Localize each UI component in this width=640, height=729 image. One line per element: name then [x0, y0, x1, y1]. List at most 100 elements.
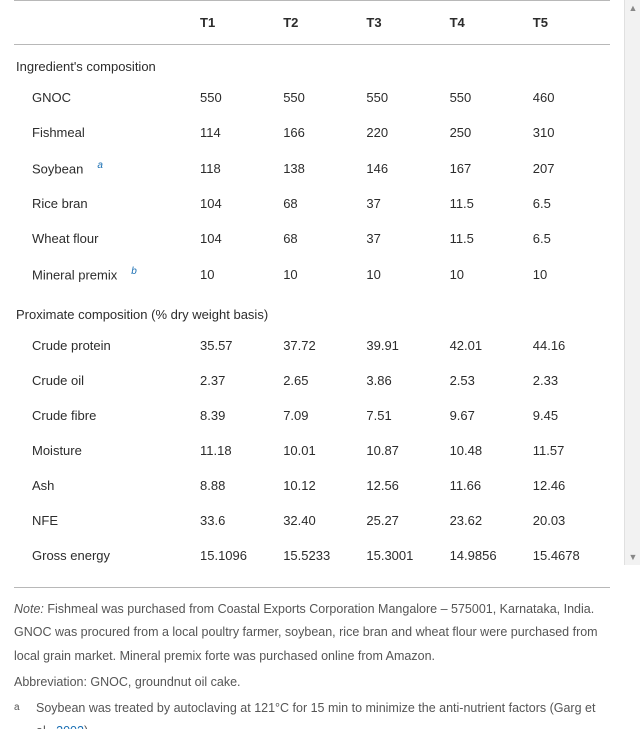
cell-value: 220: [360, 115, 443, 150]
cell-value: 6.5: [527, 221, 610, 256]
row-label: Soybean a: [14, 150, 194, 186]
table-row: Fishmeal114166220250310: [14, 115, 610, 150]
row-label-text: Fishmeal: [32, 125, 85, 140]
row-label-text: GNOC: [32, 90, 71, 105]
table-row: Wheat flour104683711.56.5: [14, 221, 610, 256]
cell-value: 44.16: [527, 328, 610, 363]
cell-value: 104: [194, 186, 277, 221]
row-label: Gross energy: [14, 538, 194, 573]
cell-value: 37: [360, 186, 443, 221]
cell-value: 550: [444, 80, 527, 115]
footnote-a-label: a: [14, 697, 36, 729]
table-row: Mineral premixb1010101010: [14, 256, 610, 292]
cell-value: 2.33: [527, 363, 610, 398]
row-label: Rice bran: [14, 186, 194, 221]
cell-value: 550: [194, 80, 277, 115]
table-row: GNOC550550550550460: [14, 80, 610, 115]
row-label-text: Crude fibre: [32, 408, 96, 423]
footnote-ref[interactable]: b: [131, 266, 137, 277]
row-label: Ash: [14, 468, 194, 503]
content-scroll: T1 T2 T3 T4 T5 Ingredient's compositionG…: [0, 0, 624, 729]
table-row: Crude oil2.372.653.862.532.33: [14, 363, 610, 398]
col-header-empty: [14, 1, 194, 45]
table-row: Crude fibre8.397.097.519.679.45: [14, 398, 610, 433]
cell-value: 146: [360, 150, 443, 186]
footnote-a-link[interactable]: 2002: [56, 724, 84, 729]
cell-value: 118: [194, 150, 277, 186]
col-header-t4: T4: [444, 1, 527, 45]
note-label: Note:: [14, 602, 44, 616]
cell-value: 550: [277, 80, 360, 115]
cell-value: 10: [360, 256, 443, 292]
vertical-scrollbar[interactable]: ▲ ▼: [624, 0, 640, 565]
row-label: Moisture: [14, 433, 194, 468]
cell-value: 310: [527, 115, 610, 150]
table-notes: Note: Fishmeal was purchased from Coasta…: [14, 587, 610, 729]
cell-value: 167: [444, 150, 527, 186]
cell-value: 114: [194, 115, 277, 150]
cell-value: 9.67: [444, 398, 527, 433]
cell-value: 35.57: [194, 328, 277, 363]
row-label: Crude fibre: [14, 398, 194, 433]
col-header-t5: T5: [527, 1, 610, 45]
abbreviation-line: Abbreviation: GNOC, groundnut oil cake.: [14, 671, 610, 695]
cell-value: 33.6: [194, 503, 277, 538]
table-body: Ingredient's compositionGNOC550550550550…: [14, 45, 610, 573]
row-label-text: Moisture: [32, 443, 82, 458]
cell-value: 166: [277, 115, 360, 150]
composition-table: T1 T2 T3 T4 T5 Ingredient's compositionG…: [14, 0, 610, 573]
cell-value: 11.66: [444, 468, 527, 503]
header-row: T1 T2 T3 T4 T5: [14, 1, 610, 45]
footnote-ref[interactable]: a: [97, 160, 103, 171]
cell-value: 10.01: [277, 433, 360, 468]
col-header-t1: T1: [194, 1, 277, 45]
row-label: Fishmeal: [14, 115, 194, 150]
row-label-text: Soybean: [32, 161, 83, 176]
cell-value: 15.3001: [360, 538, 443, 573]
scroll-down-button[interactable]: ▼: [625, 549, 640, 565]
cell-value: 7.09: [277, 398, 360, 433]
cell-value: 7.51: [360, 398, 443, 433]
cell-value: 37.72: [277, 328, 360, 363]
row-label: Mineral premix b: [14, 256, 194, 292]
footnote-a-text: Soybean was treated by autoclaving at 12…: [36, 697, 610, 729]
cell-value: 10: [194, 256, 277, 292]
row-label: Wheat flour: [14, 221, 194, 256]
note-paragraph: Note: Fishmeal was purchased from Coasta…: [14, 598, 610, 669]
cell-value: 12.56: [360, 468, 443, 503]
cell-value: 11.57: [527, 433, 610, 468]
row-label-text: NFE: [32, 513, 58, 528]
table-row: Crude protein35.5737.7239.9142.0144.16: [14, 328, 610, 363]
col-header-t2: T2: [277, 1, 360, 45]
row-label-text: Wheat flour: [32, 231, 98, 246]
row-label: Crude oil: [14, 363, 194, 398]
cell-value: 2.53: [444, 363, 527, 398]
cell-value: 12.46: [527, 468, 610, 503]
table-row: NFE33.632.4025.2723.6220.03: [14, 503, 610, 538]
row-label: Crude protein: [14, 328, 194, 363]
cell-value: 39.91: [360, 328, 443, 363]
cell-value: 6.5: [527, 186, 610, 221]
cell-value: 207: [527, 150, 610, 186]
cell-value: 10.87: [360, 433, 443, 468]
section-row: Proximate composition (% dry weight basi…: [14, 293, 610, 328]
cell-value: 37: [360, 221, 443, 256]
cell-value: 550: [360, 80, 443, 115]
cell-value: 68: [277, 186, 360, 221]
row-label-text: Gross energy: [32, 548, 110, 563]
row-label-text: Crude oil: [32, 373, 84, 388]
section-title: Proximate composition (% dry weight basi…: [14, 293, 610, 328]
row-label-text: Mineral premix: [32, 268, 117, 283]
table-row: Rice bran104683711.56.5: [14, 186, 610, 221]
cell-value: 25.27: [360, 503, 443, 538]
scroll-up-button[interactable]: ▲: [625, 0, 640, 16]
table-row: Gross energy15.109615.523315.300114.9856…: [14, 538, 610, 573]
cell-value: 68: [277, 221, 360, 256]
cell-value: 11.18: [194, 433, 277, 468]
cell-value: 14.9856: [444, 538, 527, 573]
cell-value: 10: [277, 256, 360, 292]
cell-value: 8.88: [194, 468, 277, 503]
note-text: Fishmeal was purchased from Coastal Expo…: [14, 602, 598, 664]
cell-value: 104: [194, 221, 277, 256]
cell-value: 20.03: [527, 503, 610, 538]
